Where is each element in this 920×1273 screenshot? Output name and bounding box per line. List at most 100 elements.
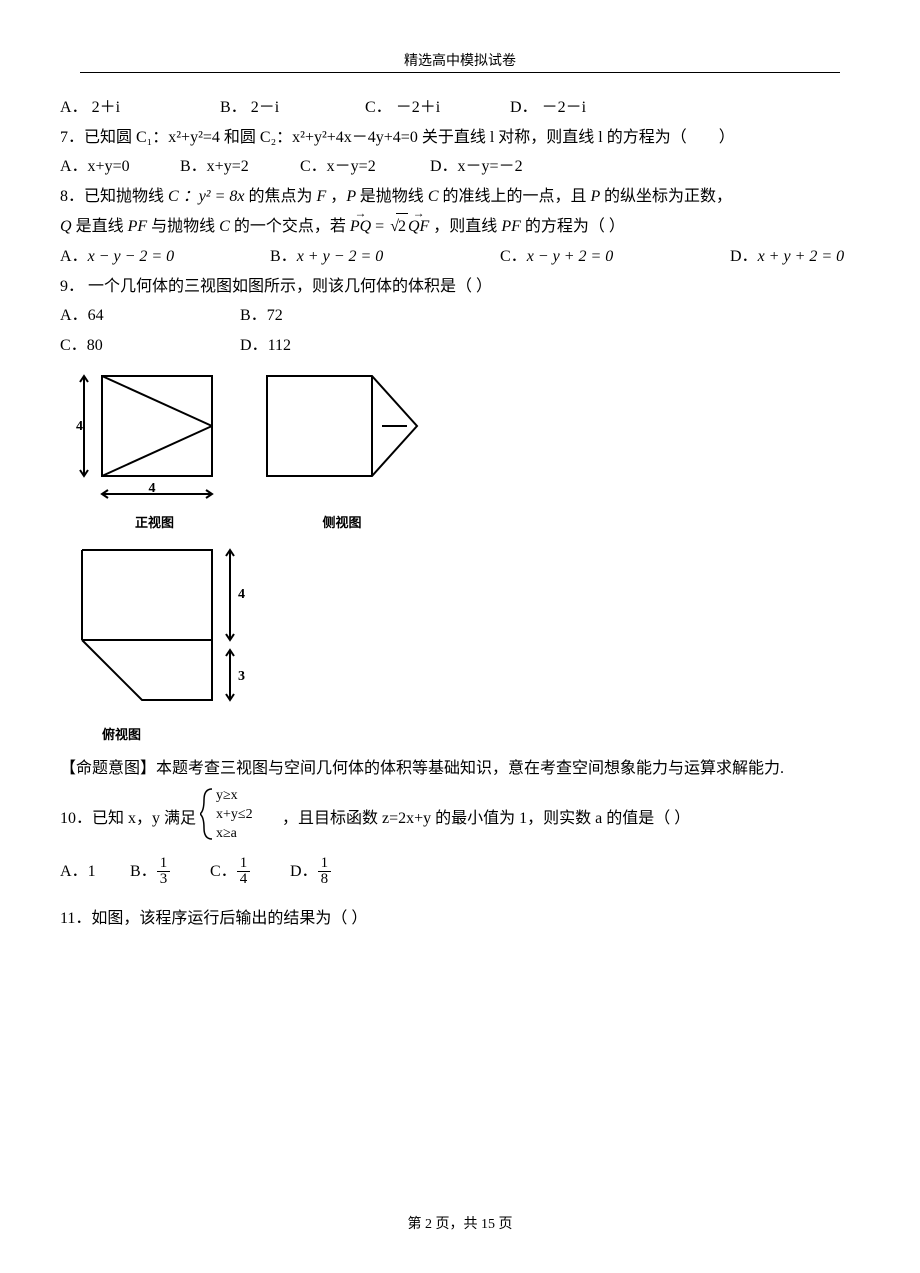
- q8-l1-i: 的准线上的一点，且: [442, 188, 590, 205]
- side-view-label: 侧视图: [257, 513, 427, 534]
- q9-options-row2: C．80 D．112: [60, 333, 860, 359]
- q6-d-val: －2－i: [542, 95, 586, 121]
- top-view: 4 3 俯视图: [72, 540, 432, 746]
- q8-l2-i: 的方程为（ ）: [525, 218, 625, 235]
- q8-l2-eq: =: [371, 218, 388, 235]
- q6-b-label: B．: [220, 95, 247, 121]
- q8-l2-d: 与抛物线: [151, 218, 219, 235]
- q10-d-frac: 18: [318, 856, 332, 889]
- q10-b-den: 3: [157, 872, 171, 888]
- q10-options: A．1 B．13 C．14 D．18: [60, 856, 860, 889]
- q8-vec-qf: QF: [408, 214, 429, 240]
- q10-c1: y≥x: [216, 788, 238, 803]
- q7-c: C．x－y=2: [300, 154, 430, 180]
- page-footer: 第 2 页，共 15 页: [0, 1213, 920, 1233]
- q10-d-num: 1: [318, 856, 332, 873]
- q7-b: B．x+y=2: [180, 154, 300, 180]
- side-view: 侧视图: [257, 366, 427, 534]
- q7-d: D．x－y=－2: [430, 154, 523, 180]
- q8-c-label: C．: [500, 244, 527, 270]
- q10-b-frac: 13: [157, 856, 171, 889]
- q6-d-label: D．: [510, 95, 538, 121]
- q6-options: A． 2＋i B． 2－i C． －2＋i D． －2－i: [60, 95, 860, 121]
- side-view-svg: [257, 366, 427, 506]
- q7-options: A．x+y=0 B．x+y=2 C．x－y=2 D．x－y=－2: [60, 154, 860, 180]
- q8-l2-a: Q: [60, 218, 76, 235]
- q10-b-label: B．: [130, 859, 157, 885]
- top-view-svg: 4 3: [72, 540, 257, 718]
- q10-stem: 10．已知 x，y 满足 y≥x x+y≤2 x≥a ，且目标函数 z=2x+y…: [60, 785, 860, 852]
- q6-c-label: C．: [365, 95, 392, 121]
- q8-b-label: B．: [270, 244, 297, 270]
- q9-c-val: 80: [87, 333, 103, 359]
- q8-l1-j: P: [591, 188, 604, 205]
- q9-d-label: D．: [240, 333, 268, 359]
- q8-d-label: D．: [730, 244, 758, 270]
- q10-c-num: 1: [237, 856, 251, 873]
- front-dim-w: 4: [149, 481, 156, 496]
- q6-c-val: －2＋i: [396, 95, 440, 121]
- q7-stem: 7．已知圆 C₁：x²+y²=4 和圆 C₂：x²+y²+4x－4y+4=0 关…: [60, 125, 860, 151]
- page: 精选高中模拟试卷 A． 2＋i B． 2－i C． －2＋i D． －2－i 7…: [0, 0, 920, 1273]
- q10-stem-b: ，且目标函数 z=2x+y 的最小值为 1，则实数 a 的值是（ ）: [282, 806, 690, 832]
- q8-l2-e: C: [219, 218, 234, 235]
- q8-vec-pq: PQ: [350, 214, 371, 240]
- q8-line1: 8．已知抛物线 C ：y² = 8x 的焦点为 F ，P 是抛物线 C 的准线上…: [60, 184, 860, 210]
- q10-c-frac: 14: [237, 856, 251, 889]
- q8-l1-g: 是抛物线: [360, 188, 428, 205]
- q6-a-label: A．: [60, 95, 88, 121]
- q9-note: 【命题意图】本题考查三视图与空间几何体的体积等基础知识，意在考查空间想象能力与运…: [60, 756, 860, 782]
- page-header: 精选高中模拟试卷: [80, 50, 840, 73]
- q8-a-val: x − y − 2 = 0: [88, 244, 175, 270]
- top-dim-h1: 4: [238, 587, 245, 602]
- q10-c-label: C．: [210, 859, 237, 885]
- top-view-label: 俯视图: [102, 725, 432, 746]
- q9-options-row1: A．64 B．72: [60, 303, 860, 329]
- q8-l1-k: 的纵坐标为正数，: [604, 188, 732, 205]
- q6-a-val: 2＋i: [92, 95, 120, 121]
- q10-stem-a: 10．已知 x，y 满足: [60, 806, 196, 832]
- q9-c-label: C．: [60, 333, 87, 359]
- q8-d-val: x + y + 2 = 0: [758, 244, 845, 270]
- q10-d-den: 8: [318, 872, 332, 888]
- front-view-svg: 4 4: [72, 366, 237, 506]
- three-views: 4 4 正视图 侧视图: [72, 366, 432, 745]
- q8-l1-d: F: [317, 188, 331, 205]
- q8-l1-c: 的焦点为: [245, 188, 317, 205]
- q9-stem: 9． 一个几何体的三视图如图所示，则该几何体的体积是（ ）: [60, 274, 860, 300]
- q8-l2-b: 是直线: [76, 218, 128, 235]
- q10-b-num: 1: [157, 856, 171, 873]
- q10-c2: x+y≤2: [216, 807, 253, 822]
- q10-constraints: y≥x x+y≤2 x≥a: [200, 785, 278, 852]
- q8-l1-a: 8．已知抛物线: [60, 188, 168, 205]
- q10-a-val: 1: [88, 859, 96, 885]
- q10-c-den: 4: [237, 872, 251, 888]
- front-dim-h: 4: [76, 419, 83, 434]
- front-view: 4 4 正视图: [72, 366, 237, 534]
- q8-l2-c: PF: [128, 218, 152, 235]
- q9-b-val: 72: [267, 303, 283, 329]
- q9-a-val: 64: [88, 303, 104, 329]
- q9-a-label: A．: [60, 303, 88, 329]
- q10-a-label: A．: [60, 859, 88, 885]
- q8-l1-f: P: [346, 188, 359, 205]
- top-dim-h2: 3: [238, 669, 245, 684]
- q9-b-label: B．: [240, 303, 267, 329]
- q10-c3: x≥a: [216, 826, 238, 841]
- q8-options: A．x − y − 2 = 0 B．x + y − 2 = 0 C．x − y …: [60, 244, 860, 270]
- q7-a: A．x+y=0: [60, 154, 180, 180]
- q8-l1-b: C ：y² = 8x: [168, 188, 244, 205]
- q8-l1-h: C: [428, 188, 443, 205]
- q6-b-val: 2－i: [251, 95, 279, 121]
- content-area: A． 2＋i B． 2－i C． －2＋i D． －2－i 7．已知圆 C₁：x…: [60, 95, 860, 932]
- q8-l1-e: ，: [330, 188, 346, 205]
- q9-d-val: 112: [268, 333, 291, 359]
- q8-a-label: A．: [60, 244, 88, 270]
- q8-line2: Q 是直线 PF 与抛物线 C 的一个交点，若 PQ = 2QF ，则直线 PF…: [60, 213, 860, 240]
- front-view-label: 正视图: [72, 513, 237, 534]
- q8-b-val: x + y − 2 = 0: [297, 244, 384, 270]
- q10-d-label: D．: [290, 859, 318, 885]
- q11-stem: 11．如图，该程序运行后输出的结果为（ ）: [60, 906, 860, 932]
- q8-l2-h: PF: [501, 218, 525, 235]
- q8-l2-f: 的一个交点，若: [234, 218, 350, 235]
